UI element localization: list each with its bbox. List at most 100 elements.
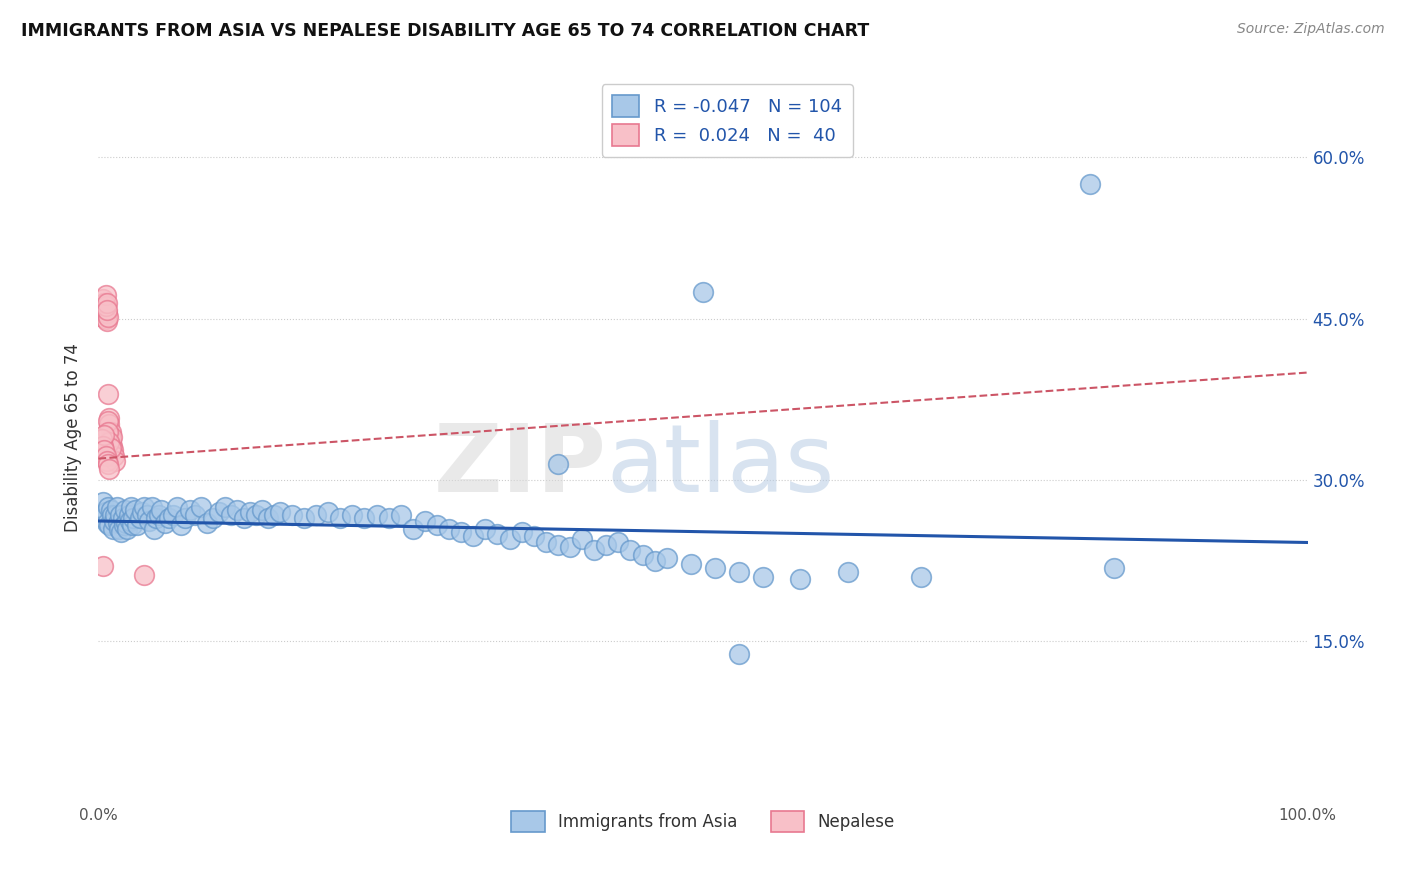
Point [101,521,124,535]
Point [150,503,173,517]
Point [135,508,157,522]
Point [250,503,273,517]
Point [117,521,139,535]
Point [558,540,581,554]
Point [281,508,304,522]
Point [263,508,285,522]
Point [232,510,254,524]
Point [114,503,136,517]
Point [93,306,115,320]
Point [256,510,278,524]
Point [98,462,121,476]
Point [93,428,115,442]
Point [97,414,120,428]
Point [474,521,496,535]
Point [607,535,630,549]
Point [97,387,120,401]
Point [127,518,149,533]
Point [245,508,267,522]
Point [128,510,150,524]
Point [100,430,122,444]
Point [100,508,122,522]
Point [292,510,315,524]
Point [104,454,127,468]
Point [91,293,114,307]
Point [162,508,184,522]
Point [96,516,118,530]
Point [143,521,166,535]
Point [169,518,191,533]
Point [679,557,702,571]
Point [96,454,118,468]
Point [94,303,117,318]
Point [498,533,520,547]
Point [728,565,751,579]
Point [184,508,207,522]
Point [655,550,678,565]
Point [190,500,212,514]
Point [103,514,125,528]
Point [91,559,114,574]
Point [583,543,606,558]
Point [486,527,509,541]
Point [98,410,121,425]
Point [131,505,153,519]
Point [226,503,249,517]
Point [752,570,775,584]
Point [101,442,124,457]
Point [595,538,617,552]
Point [534,535,557,549]
Point [138,514,160,528]
Point [96,314,118,328]
Point [118,508,141,522]
Point [145,510,167,524]
Point [174,510,197,524]
Point [179,503,201,517]
Point [619,543,641,558]
Point [98,435,121,450]
Point [91,439,114,453]
Point [789,572,811,586]
Point [91,301,114,315]
Point [463,529,485,543]
Point [115,516,138,530]
Point [120,500,142,514]
Point [239,505,262,519]
Point [96,295,118,310]
Point [413,514,436,528]
Point [110,524,132,539]
Point [1102,561,1125,575]
Point [94,505,117,519]
Point [91,303,114,318]
Point [305,508,328,522]
Point [107,516,129,530]
Point [98,417,121,432]
Point [426,518,449,533]
Point [134,500,156,514]
Point [221,508,243,522]
Point [94,450,117,464]
Point [100,441,122,455]
Point [342,508,364,522]
Point [93,295,115,310]
Point [91,432,114,446]
Point [108,508,131,522]
Point [148,508,170,522]
Point [134,567,156,582]
Y-axis label: Disability Age 65 to 74: Disability Age 65 to 74 [65,343,83,532]
Text: Source: ZipAtlas.com: Source: ZipAtlas.com [1237,22,1385,37]
Point [124,503,146,517]
Point [202,510,225,524]
Point [100,503,122,517]
Point [100,439,122,453]
Point [366,508,388,522]
Point [141,500,163,514]
Point [100,432,122,446]
Point [389,508,412,522]
Point [94,288,117,302]
Legend: Immigrants from Asia, Nepalese: Immigrants from Asia, Nepalese [505,805,901,838]
Point [122,510,145,524]
Point [97,425,120,439]
Point [157,510,180,524]
Point [91,310,114,324]
